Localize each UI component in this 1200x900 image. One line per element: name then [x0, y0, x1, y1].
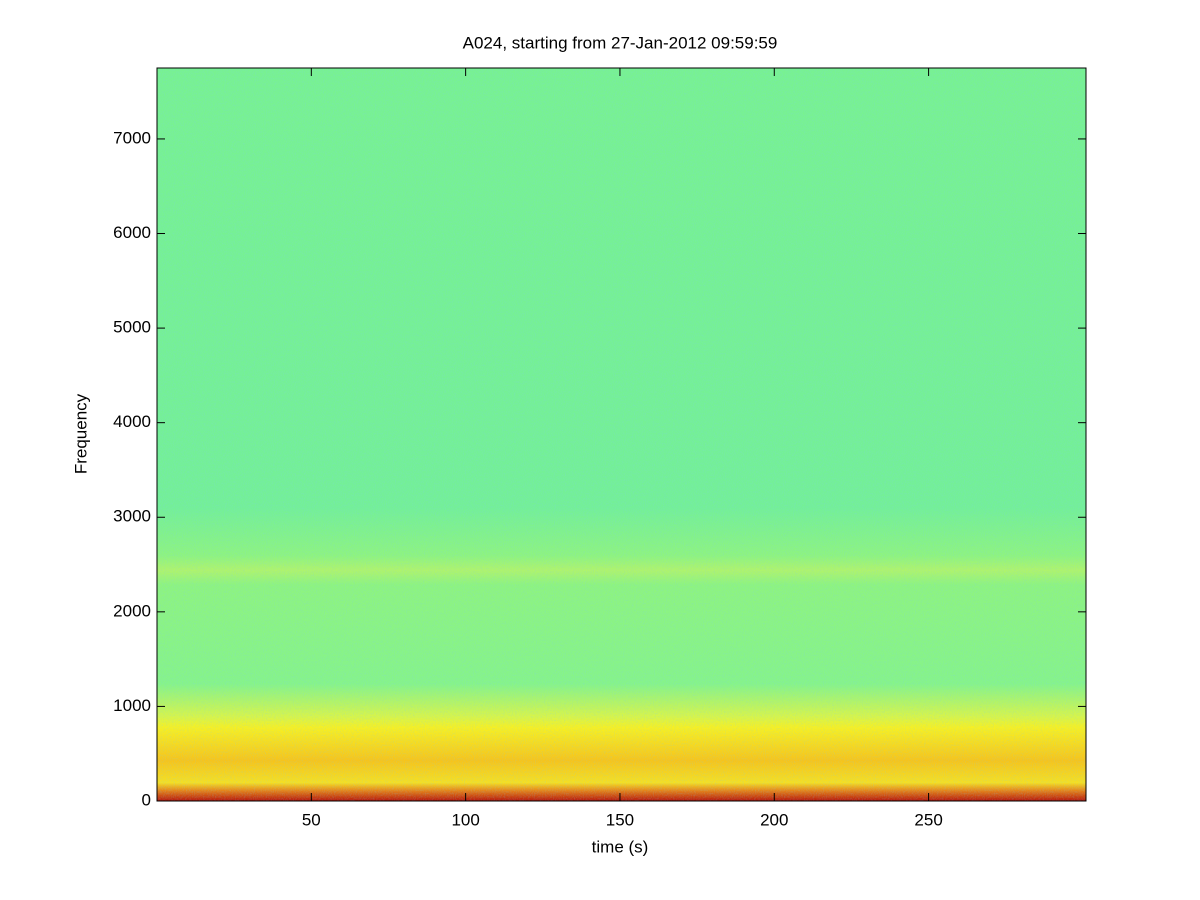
- plot-frame: [156, 67, 1087, 802]
- y-tick-label: 0: [142, 790, 151, 809]
- x-tick-label: 200: [760, 810, 788, 829]
- x-axis-label: time (s): [592, 837, 649, 856]
- x-tick-label: 250: [914, 810, 942, 829]
- axes: 50 100 150 200 250 0 1000 2000 3000 4000 5000 6000 7…: [113, 68, 1086, 829]
- x-tick-label: 50: [302, 810, 321, 829]
- y-axis-label: Frequency: [71, 393, 90, 474]
- y-tick-label: 6000: [113, 223, 151, 242]
- y-tick-label: 1000: [113, 696, 151, 715]
- y-tick-label: 2000: [113, 601, 151, 620]
- spectrogram-texture: [157, 68, 1086, 801]
- chart-title: A024, starting from 27-Jan-2012 09:59:59: [463, 33, 778, 52]
- x-tick-label: 100: [451, 810, 479, 829]
- x-tick-label: 150: [606, 810, 634, 829]
- y-tick-label: 4000: [113, 412, 151, 431]
- y-tick-label: 5000: [113, 318, 151, 337]
- y-tick-label: 3000: [113, 507, 151, 526]
- y-tick-label: 7000: [113, 128, 151, 147]
